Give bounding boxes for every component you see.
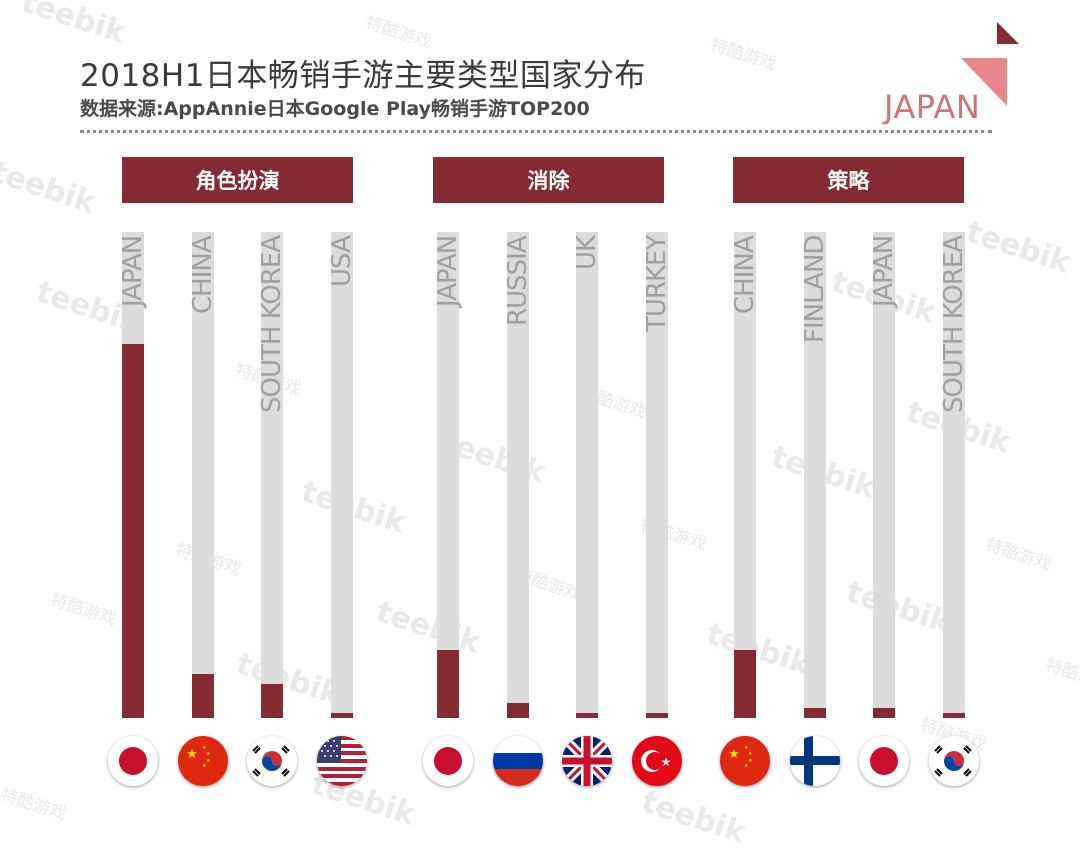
japan-flag-icon [423,736,473,786]
country-label: JAPAN [118,235,148,307]
svg-text:★: ★ [206,751,211,757]
svg-text:★: ★ [728,747,740,762]
bar-japan [873,708,895,718]
watermark: 特酷游戏 [1042,654,1080,695]
country-label: SOUTH KOREA [939,235,969,413]
bar-russia [507,703,529,718]
svg-text:★: ★ [206,758,211,764]
bar-track [192,232,214,718]
country-label: UK [572,235,602,270]
bar-track [437,232,459,718]
country-label: CHINA [730,236,760,314]
bar-south-korea [943,713,965,718]
bar-track [507,232,529,718]
watermark: 特酷游戏 [362,12,434,53]
watermark: 特酷游戏 [0,784,69,825]
svg-text:★: ★ [748,758,753,764]
bar-usa [331,713,353,718]
bar-track [734,232,756,718]
watermark: teebik [842,574,955,641]
chart-title: 2018H1日本畅销手游主要类型国家分布 [80,58,646,94]
watermark: 特酷游戏 [47,589,119,630]
watermark: teebik [0,154,100,221]
south-korea-flag-icon [929,736,979,786]
china-flag-icon: ★ ★ ★ ★ ★ [720,736,770,786]
bar-track [576,232,598,718]
bar-track [943,232,965,718]
country-label: TURKEY [642,235,672,332]
south-korea-flag-icon [247,736,297,786]
logo-text: JAPAN [884,88,981,126]
finland-flag-icon [790,736,840,786]
watermark: teebik [637,784,750,851]
country-label: JAPAN [869,235,899,307]
watermark: teebik [702,616,815,683]
japan-flag-icon [859,736,909,786]
watermark: 特酷游戏 [982,534,1054,575]
bar-japan [122,343,144,718]
country-label: SOUTH KOREA [257,235,287,413]
svg-text:★: ★ [744,763,749,769]
bar-track [646,232,668,718]
watermark: 特酷游戏 [707,34,779,75]
svg-text:★: ★ [202,763,207,769]
china-flag-icon: ★ ★ ★ ★ ★ [178,736,228,786]
japan-flag-icon [108,736,158,786]
country-label: USA [327,236,357,287]
panel-header-puzzle: 消除 [433,157,664,203]
bar-japan [437,649,459,718]
bar-turkey [646,713,668,718]
bar-track [331,232,353,718]
bar-track [261,232,283,718]
panel-header-rpg: 角色扮演 [122,157,353,203]
svg-text:★: ★ [748,751,753,757]
watermark: teebik [297,474,410,541]
uk-flag-icon [562,736,612,786]
country-label: JAPAN [433,235,463,307]
divider [80,130,992,133]
chart-subtitle: 数据来源:AppAnnie日本Google Play畅销手游TOP200 [80,98,590,120]
country-label: FINLAND [800,235,830,343]
usa-flag-icon [317,736,367,786]
bar-south-korea [261,683,283,718]
bar-track [873,232,895,718]
panel-header-strategy: 策略 [733,157,964,203]
turkey-flag-icon: ★ [632,736,682,786]
svg-text:★: ★ [744,745,749,751]
country-label: CHINA [188,236,218,314]
bar-uk [576,713,598,718]
country-label: RUSSIA [503,236,533,326]
watermark: teebik [17,0,130,51]
bar-track [804,232,826,718]
svg-text:★: ★ [202,745,207,751]
bar-china [734,649,756,718]
svg-text:★: ★ [661,755,672,769]
japan-logo-icon [961,22,1019,106]
watermark: teebik [232,646,345,713]
bar-china [192,674,214,718]
svg-text:★: ★ [186,747,198,762]
bar-finland [804,708,826,718]
russia-flag-icon [493,736,543,786]
watermark: teebik [372,594,485,661]
watermark: teebik [962,214,1075,281]
